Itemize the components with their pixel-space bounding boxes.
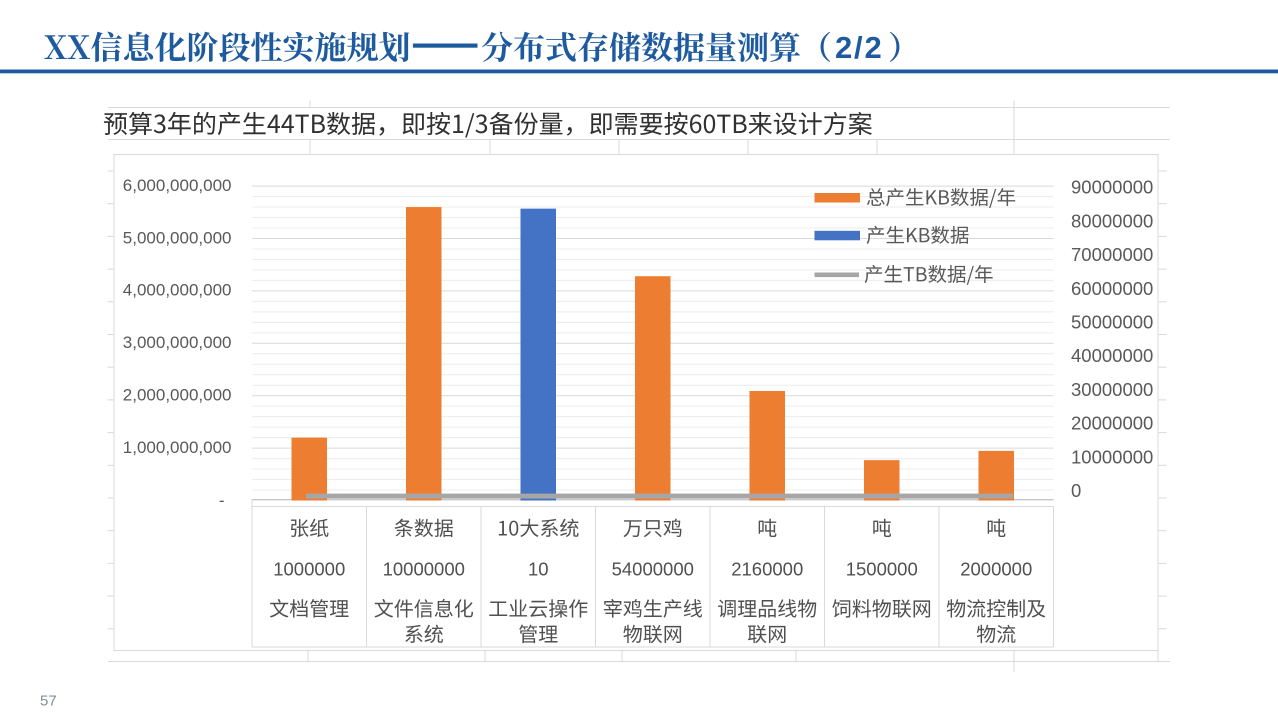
svg-text:80000000: 80000000 <box>1071 210 1153 231</box>
svg-text:70000000: 70000000 <box>1071 244 1153 265</box>
svg-text:30000000: 30000000 <box>1071 379 1153 400</box>
svg-text:60000000: 60000000 <box>1071 278 1153 299</box>
svg-text:10000000: 10000000 <box>1071 446 1153 467</box>
svg-text:40000000: 40000000 <box>1071 345 1153 366</box>
svg-text:50000000: 50000000 <box>1071 312 1153 333</box>
svg-text:20000000: 20000000 <box>1071 413 1153 434</box>
svg-text:10: 10 <box>528 559 549 580</box>
svg-text:0: 0 <box>1071 480 1081 501</box>
svg-text:6,000,000,000: 6,000,000,000 <box>123 176 232 195</box>
svg-text:5,000,000,000: 5,000,000,000 <box>123 228 232 247</box>
svg-text:4,000,000,000: 4,000,000,000 <box>123 281 232 300</box>
svg-text:2,000,000,000: 2,000,000,000 <box>123 386 232 405</box>
svg-text:2160000: 2160000 <box>731 559 803 580</box>
svg-text:1000000: 1000000 <box>273 559 345 580</box>
svg-text:1500000: 1500000 <box>846 559 918 580</box>
svg-text:-: - <box>219 491 225 510</box>
svg-text:57: 57 <box>40 693 57 710</box>
svg-text:2/2: 2/2 <box>835 30 884 65</box>
svg-text:54000000: 54000000 <box>612 559 694 580</box>
svg-text:1,000,000,000: 1,000,000,000 <box>123 438 232 457</box>
svg-text:3,000,000,000: 3,000,000,000 <box>123 333 232 352</box>
svg-text:2000000: 2000000 <box>960 559 1032 580</box>
svg-text:90000000: 90000000 <box>1071 177 1153 198</box>
svg-text:10000000: 10000000 <box>383 559 465 580</box>
